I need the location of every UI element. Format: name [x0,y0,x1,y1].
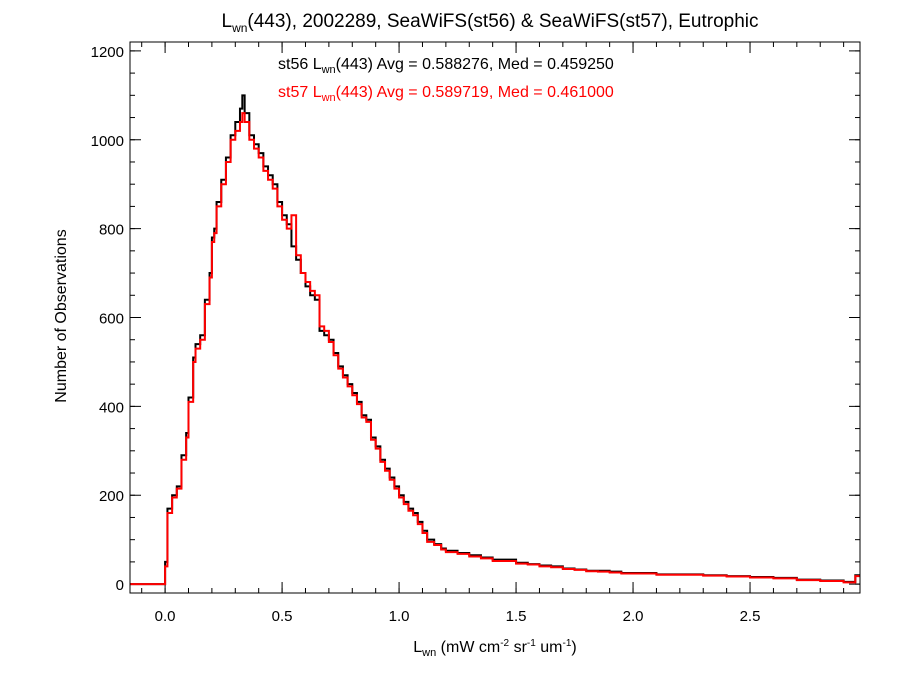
x-tick-label: 0.5 [272,608,293,625]
plot-frame [129,41,861,594]
x-axis-label-um: um [536,639,563,656]
y-tick-label: 600 [99,311,124,328]
chart-title-main: L [221,11,232,32]
chart-title-rest: (443), 2002289, SeaWiFS(st56) & SeaWiFS(… [247,11,758,32]
y-tick-label: 0 [116,577,124,594]
chart-title-subscript: wn [231,21,247,35]
x-tick-label: 1.5 [506,608,527,625]
x-axis-label-units: (mW cm [436,639,500,656]
y-tick-label: 400 [99,399,124,416]
histogram-line-st57 [130,112,860,586]
x-tick-label: 2.0 [623,608,644,625]
legend-st56-subscript: wn [321,64,336,76]
y-tick-label: 1200 [91,44,124,61]
y-axis-label: Number of Observations [53,229,70,402]
legend-st57-pre: st57 L [278,84,322,101]
chart-title: Lwn(443), 2002289, SeaWiFS(st56) & SeaWi… [221,11,758,35]
x-tick-label: 0.0 [155,608,176,625]
axis-tick-labels: 0.0 0.5 1.0 1.5 2.0 2.5 0 200 400 600 800 1000 1200 [91,44,761,625]
legend-st56-pre: st56 L [278,56,322,73]
legend-st56-post: (443) Avg = 0.588276, Med = 0.459250 [336,56,614,73]
x-axis-label-sr: sr [509,639,527,656]
x-tick-label: 2.5 [740,608,761,625]
x-axis-label-exp-1: -2 [500,638,509,649]
x-axis-label-exp-3: -1 [562,638,571,649]
legend-st56-stats: st56 Lwn(443) Avg = 0.588276, Med = 0.45… [278,56,614,76]
y-tick-label: 200 [99,488,124,505]
x-axis-label-exp-2: -1 [527,638,536,649]
x-axis-label-subscript: wn [421,647,436,659]
axis-ticks [130,42,860,593]
y-tick-label: 1000 [91,133,124,150]
data-series [130,94,860,586]
legend-st57-stats: st57 Lwn(443) Avg = 0.589719, Med = 0.46… [278,84,614,104]
legend-st57-subscript: wn [321,92,336,104]
legend-st57-post: (443) Avg = 0.589719, Med = 0.461000 [336,84,614,101]
x-axis-label-main: L [413,639,422,656]
y-tick-label: 800 [99,222,124,239]
x-axis-label-close: ) [571,639,576,656]
x-axis-label: Lwn (mW cm-2 sr-1 um-1) [413,638,576,659]
x-tick-label: 1.0 [389,608,410,625]
